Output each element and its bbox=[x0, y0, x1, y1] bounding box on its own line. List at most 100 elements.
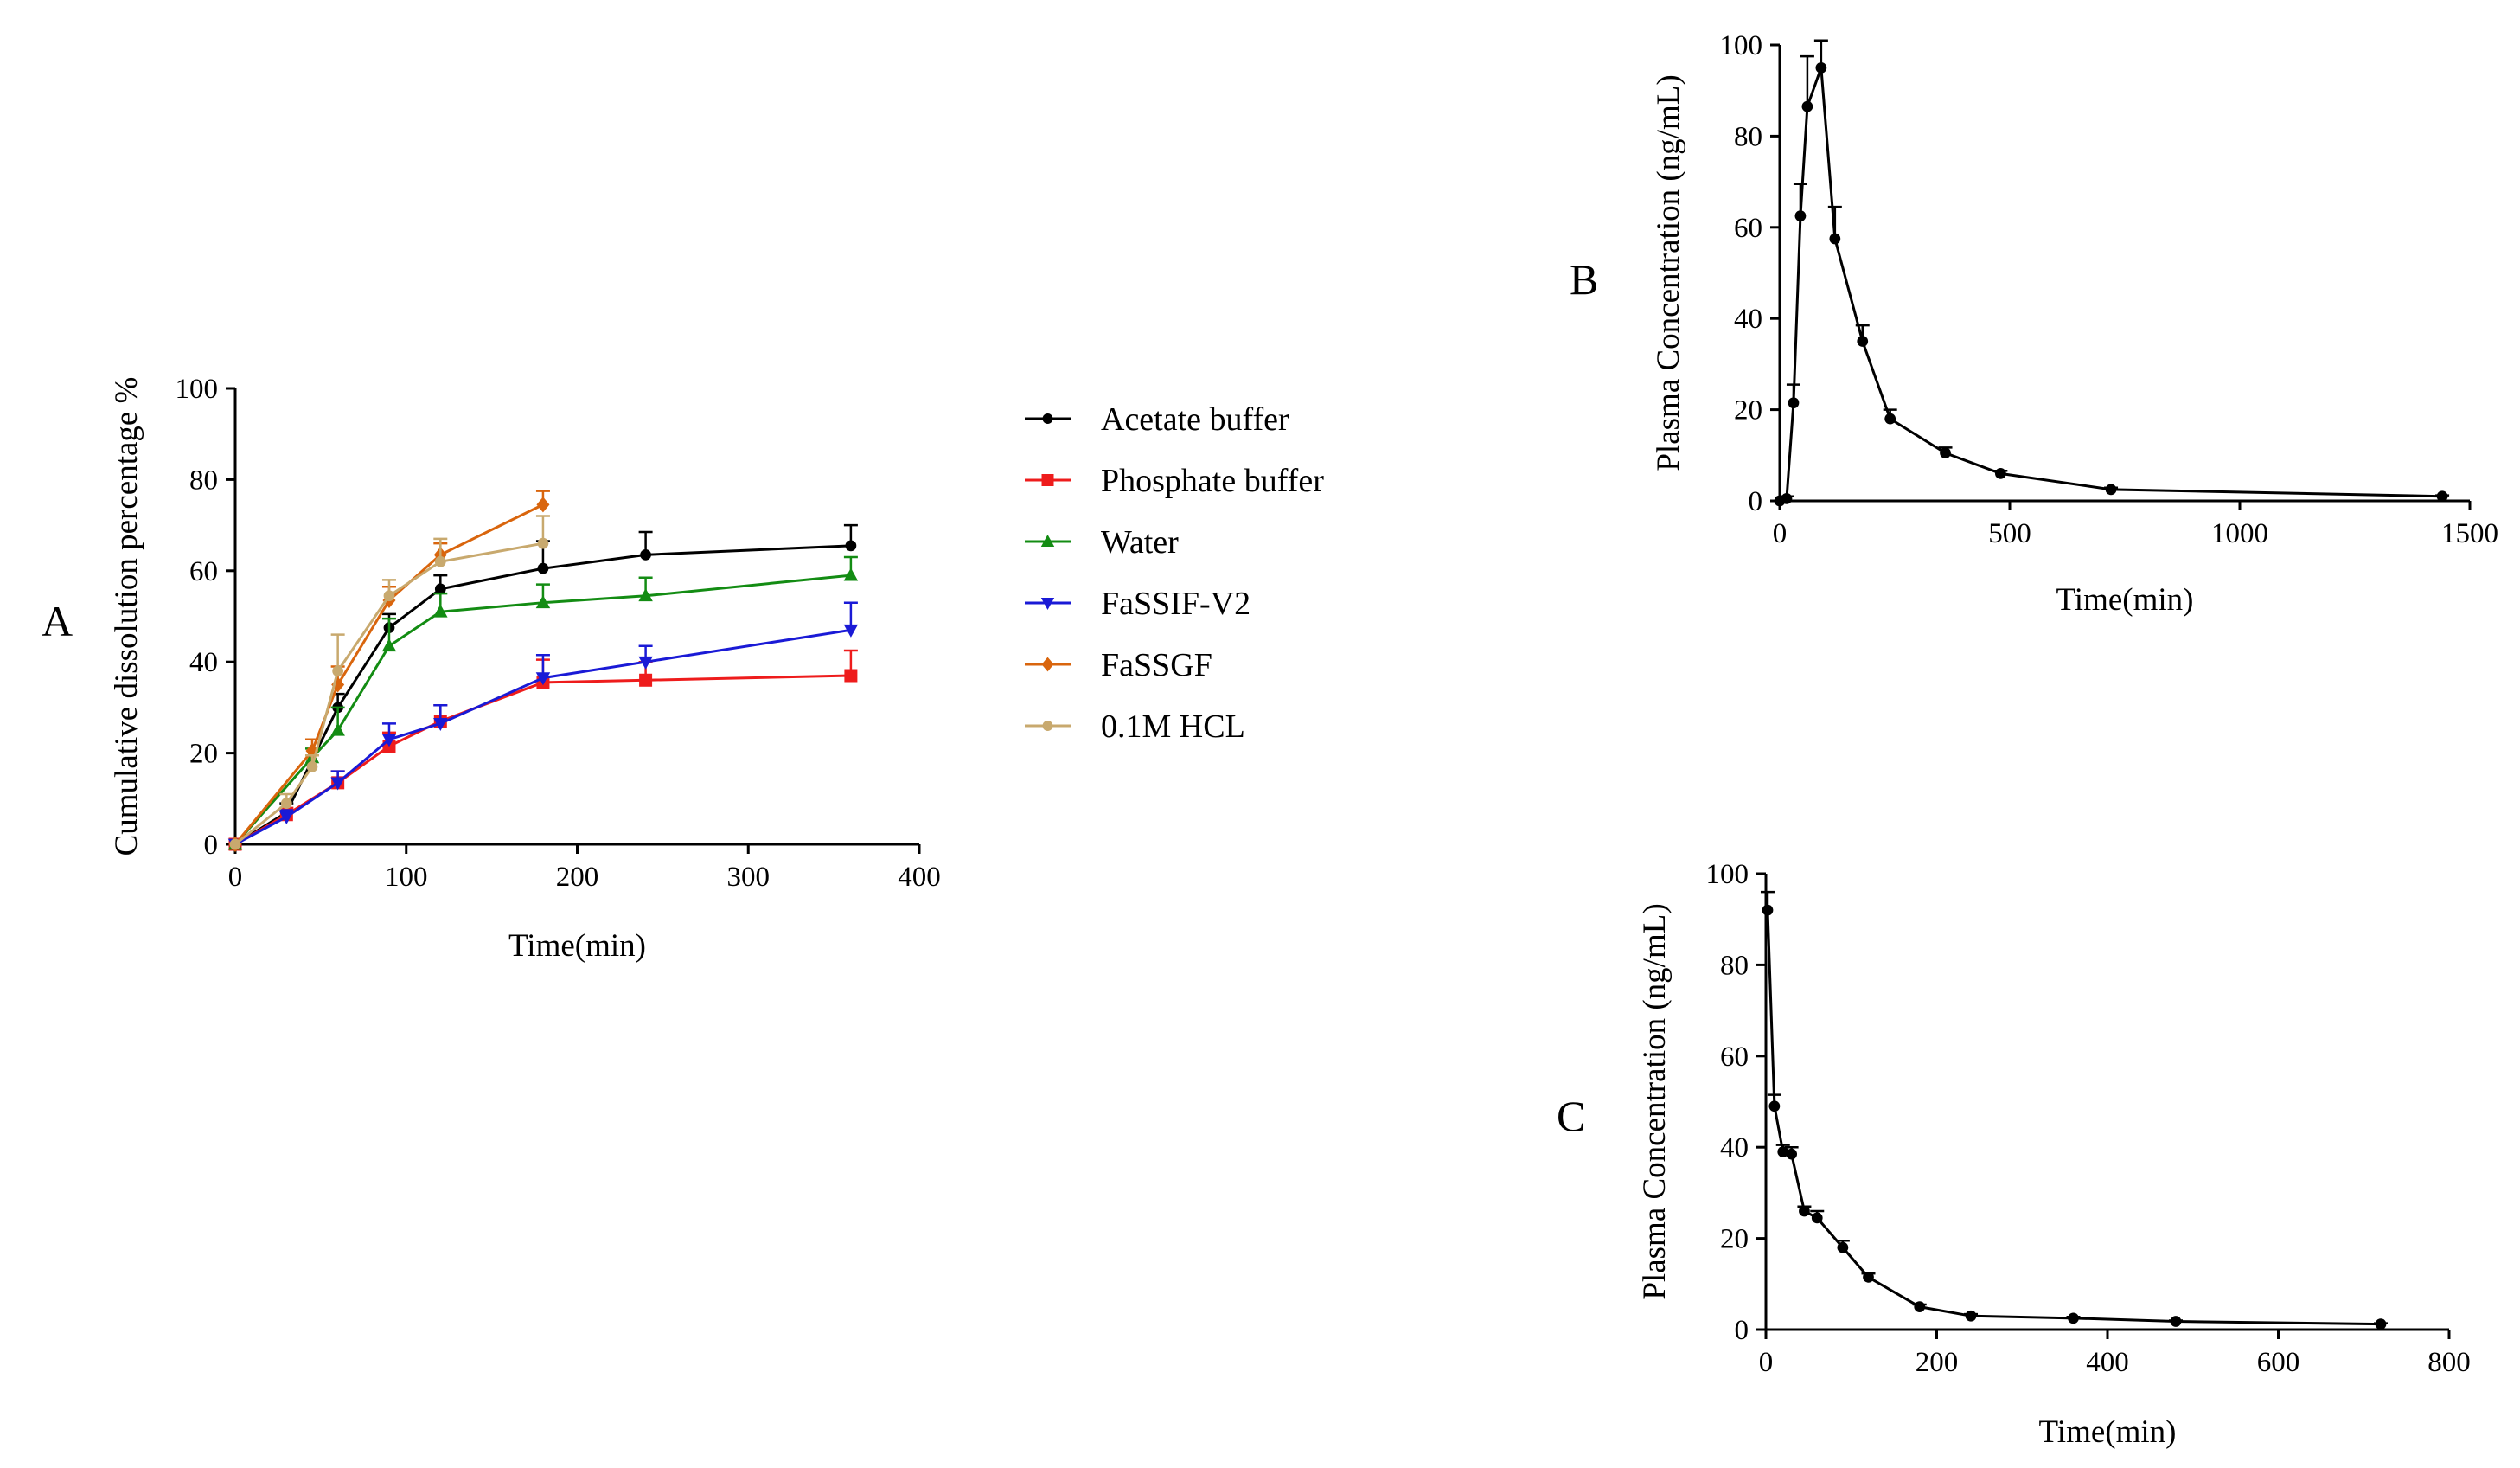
data-point bbox=[1857, 336, 1869, 347]
panel-letter: C bbox=[1557, 1092, 1585, 1140]
series-line bbox=[233, 503, 544, 845]
legend-item: FaSSGF bbox=[1025, 647, 1212, 683]
data-point bbox=[1799, 1205, 1810, 1217]
chart-panel-a: A 0 100 200 300 400 0 20 40 60 80 100 Time(min) Cumul… bbox=[42, 374, 1324, 964]
data-point bbox=[843, 624, 859, 638]
data-point bbox=[845, 540, 857, 552]
legend-swatch-marker bbox=[1041, 657, 1054, 672]
data-point bbox=[1815, 61, 1827, 74]
x-tick-label: 800 bbox=[2427, 1347, 2471, 1378]
chart-panel-b: B 0 500 1000 1500 0 20 40 60 80 100 Time(min) Plasma… bbox=[1570, 30, 2498, 618]
data-point bbox=[330, 722, 345, 736]
y-tick-label: 40 bbox=[189, 647, 218, 678]
chart-panel-c: C 0 200 400 600 800 0 20 40 60 80 100 Time(min) Plasm… bbox=[1557, 859, 2471, 1450]
data-point bbox=[1762, 904, 1774, 916]
series-line bbox=[234, 544, 851, 846]
data-point bbox=[2170, 1316, 2182, 1327]
data-point bbox=[640, 548, 651, 561]
y-tick-label: 0 bbox=[1735, 1315, 1749, 1346]
data-point bbox=[306, 761, 318, 772]
data-point bbox=[381, 734, 397, 747]
panel-letter: B bbox=[1570, 255, 1598, 304]
legend-item: FaSSIF-V2 bbox=[1025, 586, 1250, 622]
x-tick-label: 0 bbox=[228, 862, 243, 893]
x-axis-title: Time(min) bbox=[508, 928, 646, 964]
x-tick-label: 0 bbox=[1773, 518, 1788, 549]
series-line bbox=[1779, 67, 2443, 503]
legend-swatch-marker bbox=[1042, 413, 1053, 424]
y-tick-label: 0 bbox=[204, 830, 219, 861]
y-axis-title: Cumulative dissolution percentage % bbox=[109, 377, 144, 856]
data-point bbox=[383, 590, 395, 602]
legend-label: Phosphate buffer bbox=[1101, 463, 1324, 499]
legend-item: Water bbox=[1025, 524, 1179, 561]
data-point bbox=[2105, 484, 2117, 496]
legend-swatch-marker bbox=[1041, 474, 1054, 486]
series-water bbox=[227, 555, 859, 850]
legend-swatch-marker bbox=[1040, 534, 1055, 547]
series-plasma-concentration bbox=[1774, 39, 2450, 507]
y-tick-label: 20 bbox=[189, 739, 218, 770]
data-point bbox=[229, 838, 241, 850]
legend-item: Acetate buffer bbox=[1025, 401, 1289, 438]
data-point bbox=[1829, 233, 1841, 245]
x-tick-label: 0 bbox=[1759, 1347, 1774, 1378]
legend-label: Water bbox=[1101, 524, 1179, 561]
data-point bbox=[537, 537, 549, 549]
y-tick-label: 80 bbox=[1720, 950, 1749, 981]
series-line bbox=[234, 674, 851, 846]
y-tick-label: 100 bbox=[1720, 30, 1763, 61]
legend-label: 0.1M HCL bbox=[1101, 708, 1245, 745]
x-tick-label: 1500 bbox=[2441, 518, 2498, 549]
data-point bbox=[536, 497, 550, 513]
data-point bbox=[434, 555, 446, 567]
data-point bbox=[1884, 413, 1896, 425]
data-point bbox=[1994, 468, 2006, 479]
x-axis-title: Time(min) bbox=[2056, 582, 2194, 618]
x-tick-label: 100 bbox=[385, 862, 428, 893]
data-point bbox=[280, 798, 292, 809]
y-tick-label: 100 bbox=[1706, 859, 1749, 890]
data-point bbox=[535, 595, 551, 609]
series-line bbox=[1766, 910, 2382, 1326]
legend-label: FaSSIF-V2 bbox=[1101, 586, 1250, 622]
legend-label: Acetate buffer bbox=[1101, 401, 1289, 438]
y-tick-label: 80 bbox=[189, 465, 218, 496]
x-axis-title: Time(min) bbox=[2039, 1414, 2177, 1450]
data-point bbox=[638, 656, 653, 670]
series-line bbox=[234, 628, 852, 846]
legend-item: 0.1M HCL bbox=[1025, 708, 1245, 745]
data-point bbox=[1768, 1100, 1781, 1112]
data-point bbox=[381, 638, 397, 652]
x-tick-label: 400 bbox=[898, 862, 941, 893]
y-tick-label: 60 bbox=[1734, 213, 1762, 244]
data-point bbox=[844, 669, 858, 683]
series-fassif-v2 bbox=[227, 601, 859, 852]
data-point bbox=[332, 665, 344, 677]
y-tick-label: 40 bbox=[1720, 1132, 1749, 1164]
legend-swatch-marker bbox=[1040, 598, 1055, 611]
data-point bbox=[639, 673, 653, 687]
x-tick-label: 300 bbox=[727, 862, 771, 893]
data-point bbox=[330, 777, 345, 791]
legend-swatch-marker bbox=[1042, 721, 1053, 731]
x-tick-label: 500 bbox=[1988, 518, 2031, 549]
legend-label: FaSSGF bbox=[1101, 647, 1212, 683]
data-point bbox=[1801, 100, 1813, 112]
y-tick-label: 20 bbox=[1720, 1224, 1749, 1255]
y-tick-label: 60 bbox=[1720, 1042, 1749, 1073]
data-point bbox=[1837, 1241, 1849, 1253]
panel-letter: A bbox=[42, 597, 73, 645]
x-tick-label: 200 bbox=[556, 862, 599, 893]
x-tick-label: 600 bbox=[2257, 1347, 2300, 1378]
x-tick-label: 400 bbox=[2086, 1347, 2129, 1378]
y-axis-title: Plasma Concentration (ng/mL) bbox=[1651, 74, 1686, 471]
data-point bbox=[433, 717, 448, 731]
x-tick-label: 1000 bbox=[2211, 518, 2268, 549]
y-tick-label: 0 bbox=[1749, 486, 1763, 517]
data-point bbox=[1794, 210, 1807, 221]
data-point bbox=[843, 567, 859, 581]
data-point bbox=[1781, 492, 1793, 504]
data-point bbox=[2436, 490, 2448, 503]
